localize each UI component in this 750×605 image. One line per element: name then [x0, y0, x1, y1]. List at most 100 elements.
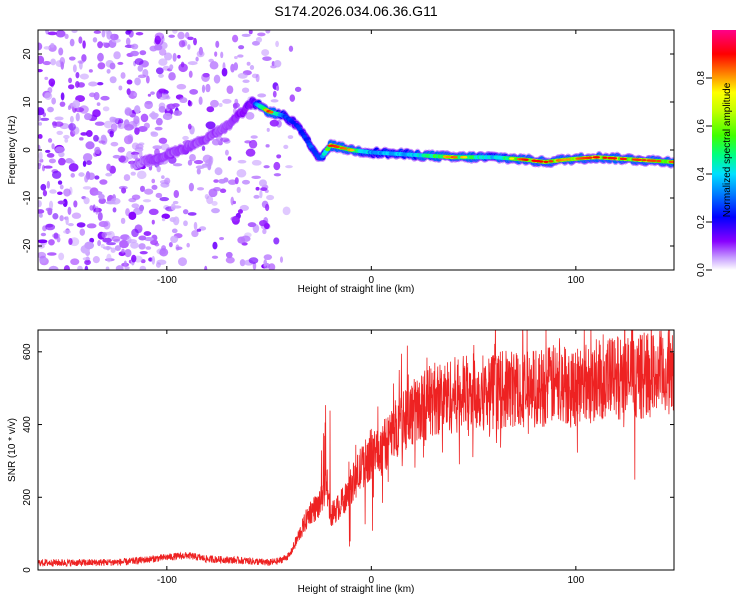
- spectrogram-y-tick-label: 0: [22, 147, 33, 153]
- spectrogram-noise-blob: [93, 134, 99, 142]
- spectrogram-noise-blob: [110, 123, 118, 132]
- snr-x-label: Height of straight line (km): [298, 584, 415, 595]
- ridge-peak: [523, 158, 529, 161]
- spectrogram-noise-blob: [98, 140, 106, 144]
- spectrogram-noise-blob: [263, 165, 270, 169]
- spectrogram-noise-blob: [245, 112, 255, 120]
- spectrogram-noise-blob: [46, 153, 55, 158]
- spectrogram-noise-blob: [117, 61, 124, 65]
- spectrogram-noise-blob: [41, 164, 46, 172]
- spectrogram-noise-blob: [189, 153, 196, 162]
- spectrogram-noise-blob: [155, 192, 163, 199]
- ridge-peak: [538, 160, 544, 163]
- spectrogram-noise-blob: [255, 186, 260, 191]
- snr-x-tick-label: -100: [157, 575, 177, 586]
- spectrogram-noise-blob: [106, 245, 110, 251]
- spectrogram-noise-blob: [196, 50, 205, 58]
- spectrogram-noise-blob: [124, 248, 132, 258]
- spectrogram-noise-blob: [96, 102, 101, 106]
- spectrogram-noise-blob: [177, 257, 188, 267]
- spectrogram-y-label: Frequency (Hz): [7, 116, 18, 185]
- spectrogram-noise-blob: [71, 212, 82, 219]
- spectrogram-noise-blob: [83, 197, 90, 205]
- spectrogram-noise-blob: [123, 260, 127, 267]
- spectrogram-noise-blob: [247, 222, 257, 228]
- spectrogram-noise-blob: [184, 32, 190, 39]
- spectrogram-noise-blob: [44, 76, 49, 81]
- spectrogram-noise-blob: [193, 221, 198, 231]
- spectrogram-noise-blob: [110, 141, 119, 147]
- spectrogram-noise-blob: [117, 122, 126, 130]
- spectrogram-noise-blob: [251, 73, 259, 79]
- ridge-peak: [445, 155, 451, 159]
- spectrogram-noise-blob: [68, 56, 76, 61]
- spectrogram-noise-blob: [131, 254, 137, 263]
- spectrogram-noise-blob: [58, 252, 65, 261]
- figure-title: S174.2026.034.06.36.G11: [274, 3, 437, 19]
- spectrogram-noise-blob: [187, 44, 191, 50]
- spectrogram-noise-blob: [162, 112, 173, 121]
- spectrogram-noise-blob: [236, 186, 241, 194]
- spectrogram-noise-blob: [233, 62, 239, 71]
- spectrogram-noise-blob: [245, 148, 256, 157]
- spectrogram-noise-blob: [155, 262, 161, 268]
- spectrogram-noise-blob: [191, 230, 199, 238]
- ridge-peak: [565, 158, 571, 161]
- spectrogram-noise-blob: [159, 96, 167, 100]
- spectrogram-noise-blob: [269, 119, 279, 127]
- spectrogram-noise-blob: [155, 117, 163, 126]
- spectrogram-noise-blob: [265, 30, 271, 34]
- ridge-core: [290, 120, 296, 125]
- spectrogram-noise-blob: [263, 259, 268, 267]
- spectrogram-noise-blob: [239, 204, 250, 211]
- spectrogram-noise-blob: [187, 99, 191, 106]
- spectrogram-noise-blob: [51, 97, 56, 105]
- spectrogram-noise-blob: [67, 84, 75, 90]
- spectrogram-noise-blob: [78, 172, 85, 177]
- spectrogram-noise-blob: [168, 241, 173, 248]
- spectrogram-noise-blob: [85, 141, 95, 150]
- spectrogram-noise-blob: [237, 72, 248, 79]
- spectrogram-noise-blob: [103, 120, 113, 129]
- spectrogram-noise-blob: [240, 235, 251, 242]
- spectrogram-noise-blob: [172, 30, 178, 34]
- spectrogram-noise-blob: [224, 149, 229, 156]
- spectrogram-noise-blob: [206, 106, 215, 113]
- spectrogram-noise-blob: [105, 30, 111, 35]
- spectrogram-noise-blob: [273, 173, 282, 177]
- spectrogram-noise-blob: [38, 151, 43, 161]
- spectrogram-noise-blob: [67, 222, 74, 227]
- spectrogram-x-tick-label: 100: [567, 275, 584, 286]
- spectrogram-noise-blob: [177, 31, 185, 40]
- spectrogram-noise-blob: [43, 165, 53, 169]
- spectrogram-noise-blob: [239, 259, 246, 267]
- spectrogram-noise-blob: [110, 247, 116, 253]
- spectrogram-noise-blob: [172, 52, 177, 62]
- spectrogram-noise-blob: [45, 149, 51, 153]
- spectrogram-noise-blob: [198, 96, 203, 105]
- spectrogram-noise-blob: [77, 265, 83, 270]
- spectrogram-noise-blob: [213, 74, 221, 84]
- spectrogram-noise-blob: [230, 196, 234, 206]
- spectrogram-noise-blob: [94, 175, 100, 180]
- spectrogram-noise-blob: [221, 67, 228, 77]
- spectrogram-noise-blob: [78, 36, 83, 44]
- spectrogram-noise-blob: [273, 59, 282, 68]
- spectrogram-noise-blob: [102, 42, 107, 46]
- ridge-peak: [641, 158, 647, 162]
- spectrogram-noise-blob: [81, 54, 87, 62]
- spectrogram-noise-blob: [188, 70, 193, 78]
- spectrogram-noise-blob: [46, 252, 57, 256]
- spectrogram-noise-blob: [59, 101, 66, 107]
- spectrogram-noise-blob: [99, 179, 108, 185]
- spectrogram-noise-blob: [159, 248, 169, 257]
- snr-x-tick-label: 0: [369, 575, 375, 586]
- spectrogram-noise-blob: [131, 194, 141, 200]
- spectrogram-noise-blob: [42, 61, 51, 66]
- spectrogram-y-axis: -20 -10 0 10 20: [22, 48, 674, 253]
- spectrogram-ridge: [132, 95, 674, 171]
- spectrogram-noise-blob: [111, 235, 121, 242]
- spectrogram-noise-blob: [93, 30, 102, 34]
- spectrogram-noise-blob: [97, 62, 106, 70]
- spectrogram-noise-blob: [125, 37, 131, 46]
